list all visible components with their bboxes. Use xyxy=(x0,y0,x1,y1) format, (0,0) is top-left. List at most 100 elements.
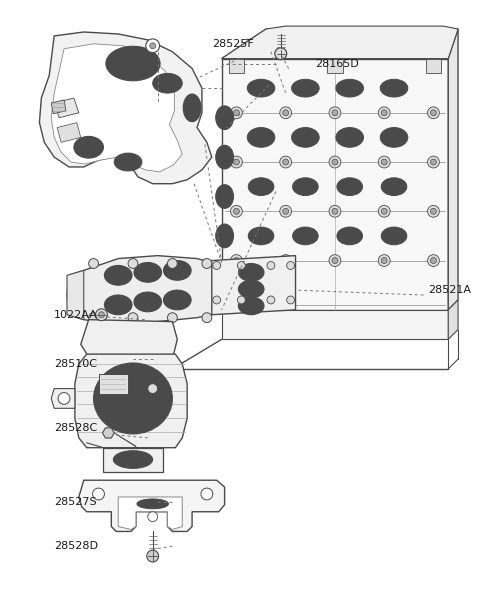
Polygon shape xyxy=(67,270,84,320)
Circle shape xyxy=(329,254,341,266)
Circle shape xyxy=(168,259,177,269)
Ellipse shape xyxy=(115,382,151,415)
Circle shape xyxy=(233,159,240,165)
Ellipse shape xyxy=(168,294,186,306)
Text: 28527S: 28527S xyxy=(54,497,97,507)
Circle shape xyxy=(332,159,338,165)
Circle shape xyxy=(381,159,387,165)
Circle shape xyxy=(280,107,291,119)
Circle shape xyxy=(431,159,436,165)
Ellipse shape xyxy=(248,227,274,245)
Ellipse shape xyxy=(242,266,260,278)
Circle shape xyxy=(275,48,287,59)
Circle shape xyxy=(147,550,158,562)
Circle shape xyxy=(98,312,105,318)
Ellipse shape xyxy=(336,127,363,147)
Ellipse shape xyxy=(380,127,408,147)
Ellipse shape xyxy=(109,269,127,281)
Ellipse shape xyxy=(293,178,318,196)
Ellipse shape xyxy=(164,290,191,310)
Circle shape xyxy=(168,313,177,323)
Circle shape xyxy=(306,42,314,50)
Ellipse shape xyxy=(216,106,233,129)
Ellipse shape xyxy=(216,184,233,208)
Ellipse shape xyxy=(336,79,363,97)
Circle shape xyxy=(287,262,295,269)
Circle shape xyxy=(230,205,242,217)
Ellipse shape xyxy=(168,264,186,276)
Ellipse shape xyxy=(216,224,233,248)
Polygon shape xyxy=(39,32,212,184)
Circle shape xyxy=(233,110,240,116)
Circle shape xyxy=(213,296,221,304)
Ellipse shape xyxy=(291,127,319,147)
Ellipse shape xyxy=(78,141,99,154)
Circle shape xyxy=(378,205,390,217)
Polygon shape xyxy=(426,59,441,74)
Polygon shape xyxy=(222,59,448,310)
Text: 28521A: 28521A xyxy=(429,285,471,295)
Ellipse shape xyxy=(113,451,153,468)
Ellipse shape xyxy=(293,227,318,245)
Ellipse shape xyxy=(106,46,160,81)
Circle shape xyxy=(93,488,105,500)
Circle shape xyxy=(247,42,255,50)
Circle shape xyxy=(238,296,245,304)
Circle shape xyxy=(431,208,436,214)
Polygon shape xyxy=(204,256,296,315)
Circle shape xyxy=(89,313,98,323)
Polygon shape xyxy=(118,497,182,530)
Ellipse shape xyxy=(139,266,156,278)
Circle shape xyxy=(233,257,240,263)
Circle shape xyxy=(425,42,432,50)
Circle shape xyxy=(150,43,156,49)
Ellipse shape xyxy=(134,263,162,282)
Ellipse shape xyxy=(242,283,260,295)
Polygon shape xyxy=(67,256,212,324)
Text: 28528C: 28528C xyxy=(54,423,97,433)
Circle shape xyxy=(148,512,157,522)
Ellipse shape xyxy=(137,499,168,509)
Circle shape xyxy=(395,42,403,50)
Circle shape xyxy=(267,262,275,269)
Ellipse shape xyxy=(239,297,264,315)
Ellipse shape xyxy=(248,178,274,196)
Polygon shape xyxy=(98,374,128,394)
Circle shape xyxy=(378,107,390,119)
Polygon shape xyxy=(222,29,458,59)
Ellipse shape xyxy=(242,300,260,312)
Circle shape xyxy=(329,156,341,168)
Ellipse shape xyxy=(94,363,172,434)
Polygon shape xyxy=(54,98,79,117)
Circle shape xyxy=(428,254,439,266)
Text: 28510C: 28510C xyxy=(54,359,97,369)
Polygon shape xyxy=(103,448,163,473)
Circle shape xyxy=(431,110,436,116)
Circle shape xyxy=(381,110,387,116)
Circle shape xyxy=(146,39,159,53)
Circle shape xyxy=(230,254,242,266)
Ellipse shape xyxy=(381,227,407,245)
Text: 28165D: 28165D xyxy=(315,59,359,69)
Text: 28525F: 28525F xyxy=(212,39,253,49)
Circle shape xyxy=(329,107,341,119)
Polygon shape xyxy=(448,300,458,339)
Ellipse shape xyxy=(187,100,197,116)
Circle shape xyxy=(280,254,291,266)
Ellipse shape xyxy=(164,260,191,280)
Circle shape xyxy=(238,262,245,269)
Circle shape xyxy=(89,259,98,269)
Polygon shape xyxy=(102,428,114,438)
Circle shape xyxy=(148,384,157,394)
Ellipse shape xyxy=(337,227,362,245)
Circle shape xyxy=(332,208,338,214)
Ellipse shape xyxy=(216,145,233,169)
Polygon shape xyxy=(222,310,448,339)
Circle shape xyxy=(128,313,138,323)
Polygon shape xyxy=(51,100,66,114)
Circle shape xyxy=(128,259,138,269)
Circle shape xyxy=(283,257,288,263)
Circle shape xyxy=(287,296,295,304)
Polygon shape xyxy=(57,123,81,142)
Circle shape xyxy=(378,156,390,168)
